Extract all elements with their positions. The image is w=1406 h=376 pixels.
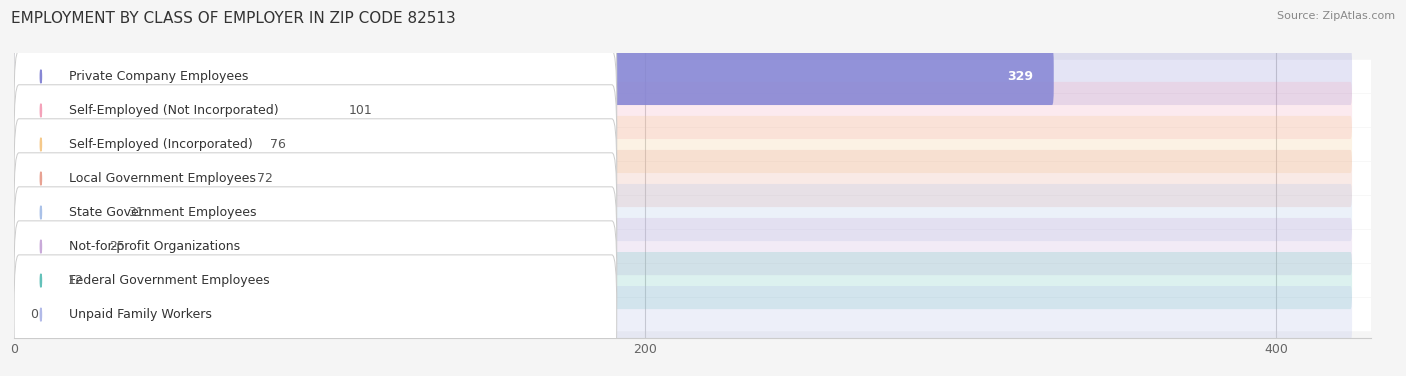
FancyBboxPatch shape [14,119,617,238]
FancyBboxPatch shape [7,60,1378,93]
FancyBboxPatch shape [7,196,1378,229]
FancyBboxPatch shape [13,116,256,173]
Text: 0: 0 [30,308,38,321]
FancyBboxPatch shape [13,150,243,207]
Text: Local Government Employees: Local Government Employees [69,172,256,185]
Text: State Government Employees: State Government Employees [69,206,257,219]
Text: 101: 101 [349,104,373,117]
Text: Self-Employed (Not Incorporated): Self-Employed (Not Incorporated) [69,104,278,117]
FancyBboxPatch shape [14,255,617,374]
Text: 72: 72 [257,172,273,185]
Text: Federal Government Employees: Federal Government Employees [69,274,270,287]
FancyBboxPatch shape [14,51,617,170]
FancyBboxPatch shape [14,187,617,306]
FancyBboxPatch shape [7,230,1378,263]
FancyBboxPatch shape [13,184,114,241]
Text: 76: 76 [270,138,285,151]
FancyBboxPatch shape [14,17,617,136]
FancyBboxPatch shape [14,221,617,340]
Text: Private Company Employees: Private Company Employees [69,70,249,83]
Text: Self-Employed (Incorporated): Self-Employed (Incorporated) [69,138,253,151]
Text: Not-for-profit Organizations: Not-for-profit Organizations [69,240,240,253]
FancyBboxPatch shape [7,162,1378,195]
FancyBboxPatch shape [7,264,1378,297]
FancyBboxPatch shape [13,286,1353,343]
Text: 31: 31 [128,206,143,219]
FancyBboxPatch shape [13,252,53,309]
Text: Unpaid Family Workers: Unpaid Family Workers [69,308,212,321]
FancyBboxPatch shape [13,48,1053,105]
FancyBboxPatch shape [13,184,1353,241]
FancyBboxPatch shape [7,298,1378,331]
Text: EMPLOYMENT BY CLASS OF EMPLOYER IN ZIP CODE 82513: EMPLOYMENT BY CLASS OF EMPLOYER IN ZIP C… [11,11,456,26]
Text: Source: ZipAtlas.com: Source: ZipAtlas.com [1277,11,1395,21]
FancyBboxPatch shape [13,218,1353,275]
FancyBboxPatch shape [13,116,1353,173]
FancyBboxPatch shape [13,218,94,275]
Text: 329: 329 [1007,70,1033,83]
Text: 25: 25 [108,240,125,253]
FancyBboxPatch shape [14,85,617,204]
FancyBboxPatch shape [13,82,335,139]
FancyBboxPatch shape [13,48,1353,105]
FancyBboxPatch shape [13,82,1353,139]
FancyBboxPatch shape [7,94,1378,127]
FancyBboxPatch shape [13,150,1353,207]
FancyBboxPatch shape [7,128,1378,161]
Text: 12: 12 [67,274,83,287]
FancyBboxPatch shape [13,252,1353,309]
FancyBboxPatch shape [14,153,617,272]
